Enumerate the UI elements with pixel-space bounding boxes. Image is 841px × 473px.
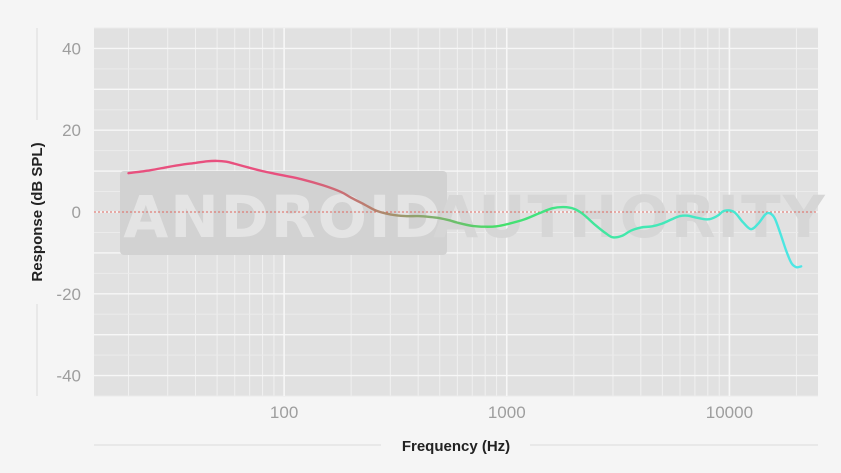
y-tick-label: 20 [62,121,81,140]
y-tick-label: 0 [72,203,81,222]
x-tick-label: 1000 [488,403,526,422]
watermark-text-android: ANDROID [123,183,442,251]
x-tick-label: 100 [270,403,298,422]
y-tick-labels: 40 20 0 -20 -40 [56,39,81,385]
y-axis-title: Response (dB SPL) [29,142,46,281]
x-axis-title: Frequency (Hz) [402,438,510,455]
x-tick-labels: 100 1000 10000 [270,403,753,422]
y-tick-label: 40 [62,39,81,58]
watermark-box [120,171,447,255]
y-tick-label: -20 [56,285,81,304]
response-curve [127,159,803,269]
watermark-text-authority: AUTHORITY [433,183,826,251]
y-tick-label: -40 [56,367,81,386]
watermark: ANDROID AUTHORITY [120,171,826,255]
x-tick-label: 10000 [706,403,753,422]
